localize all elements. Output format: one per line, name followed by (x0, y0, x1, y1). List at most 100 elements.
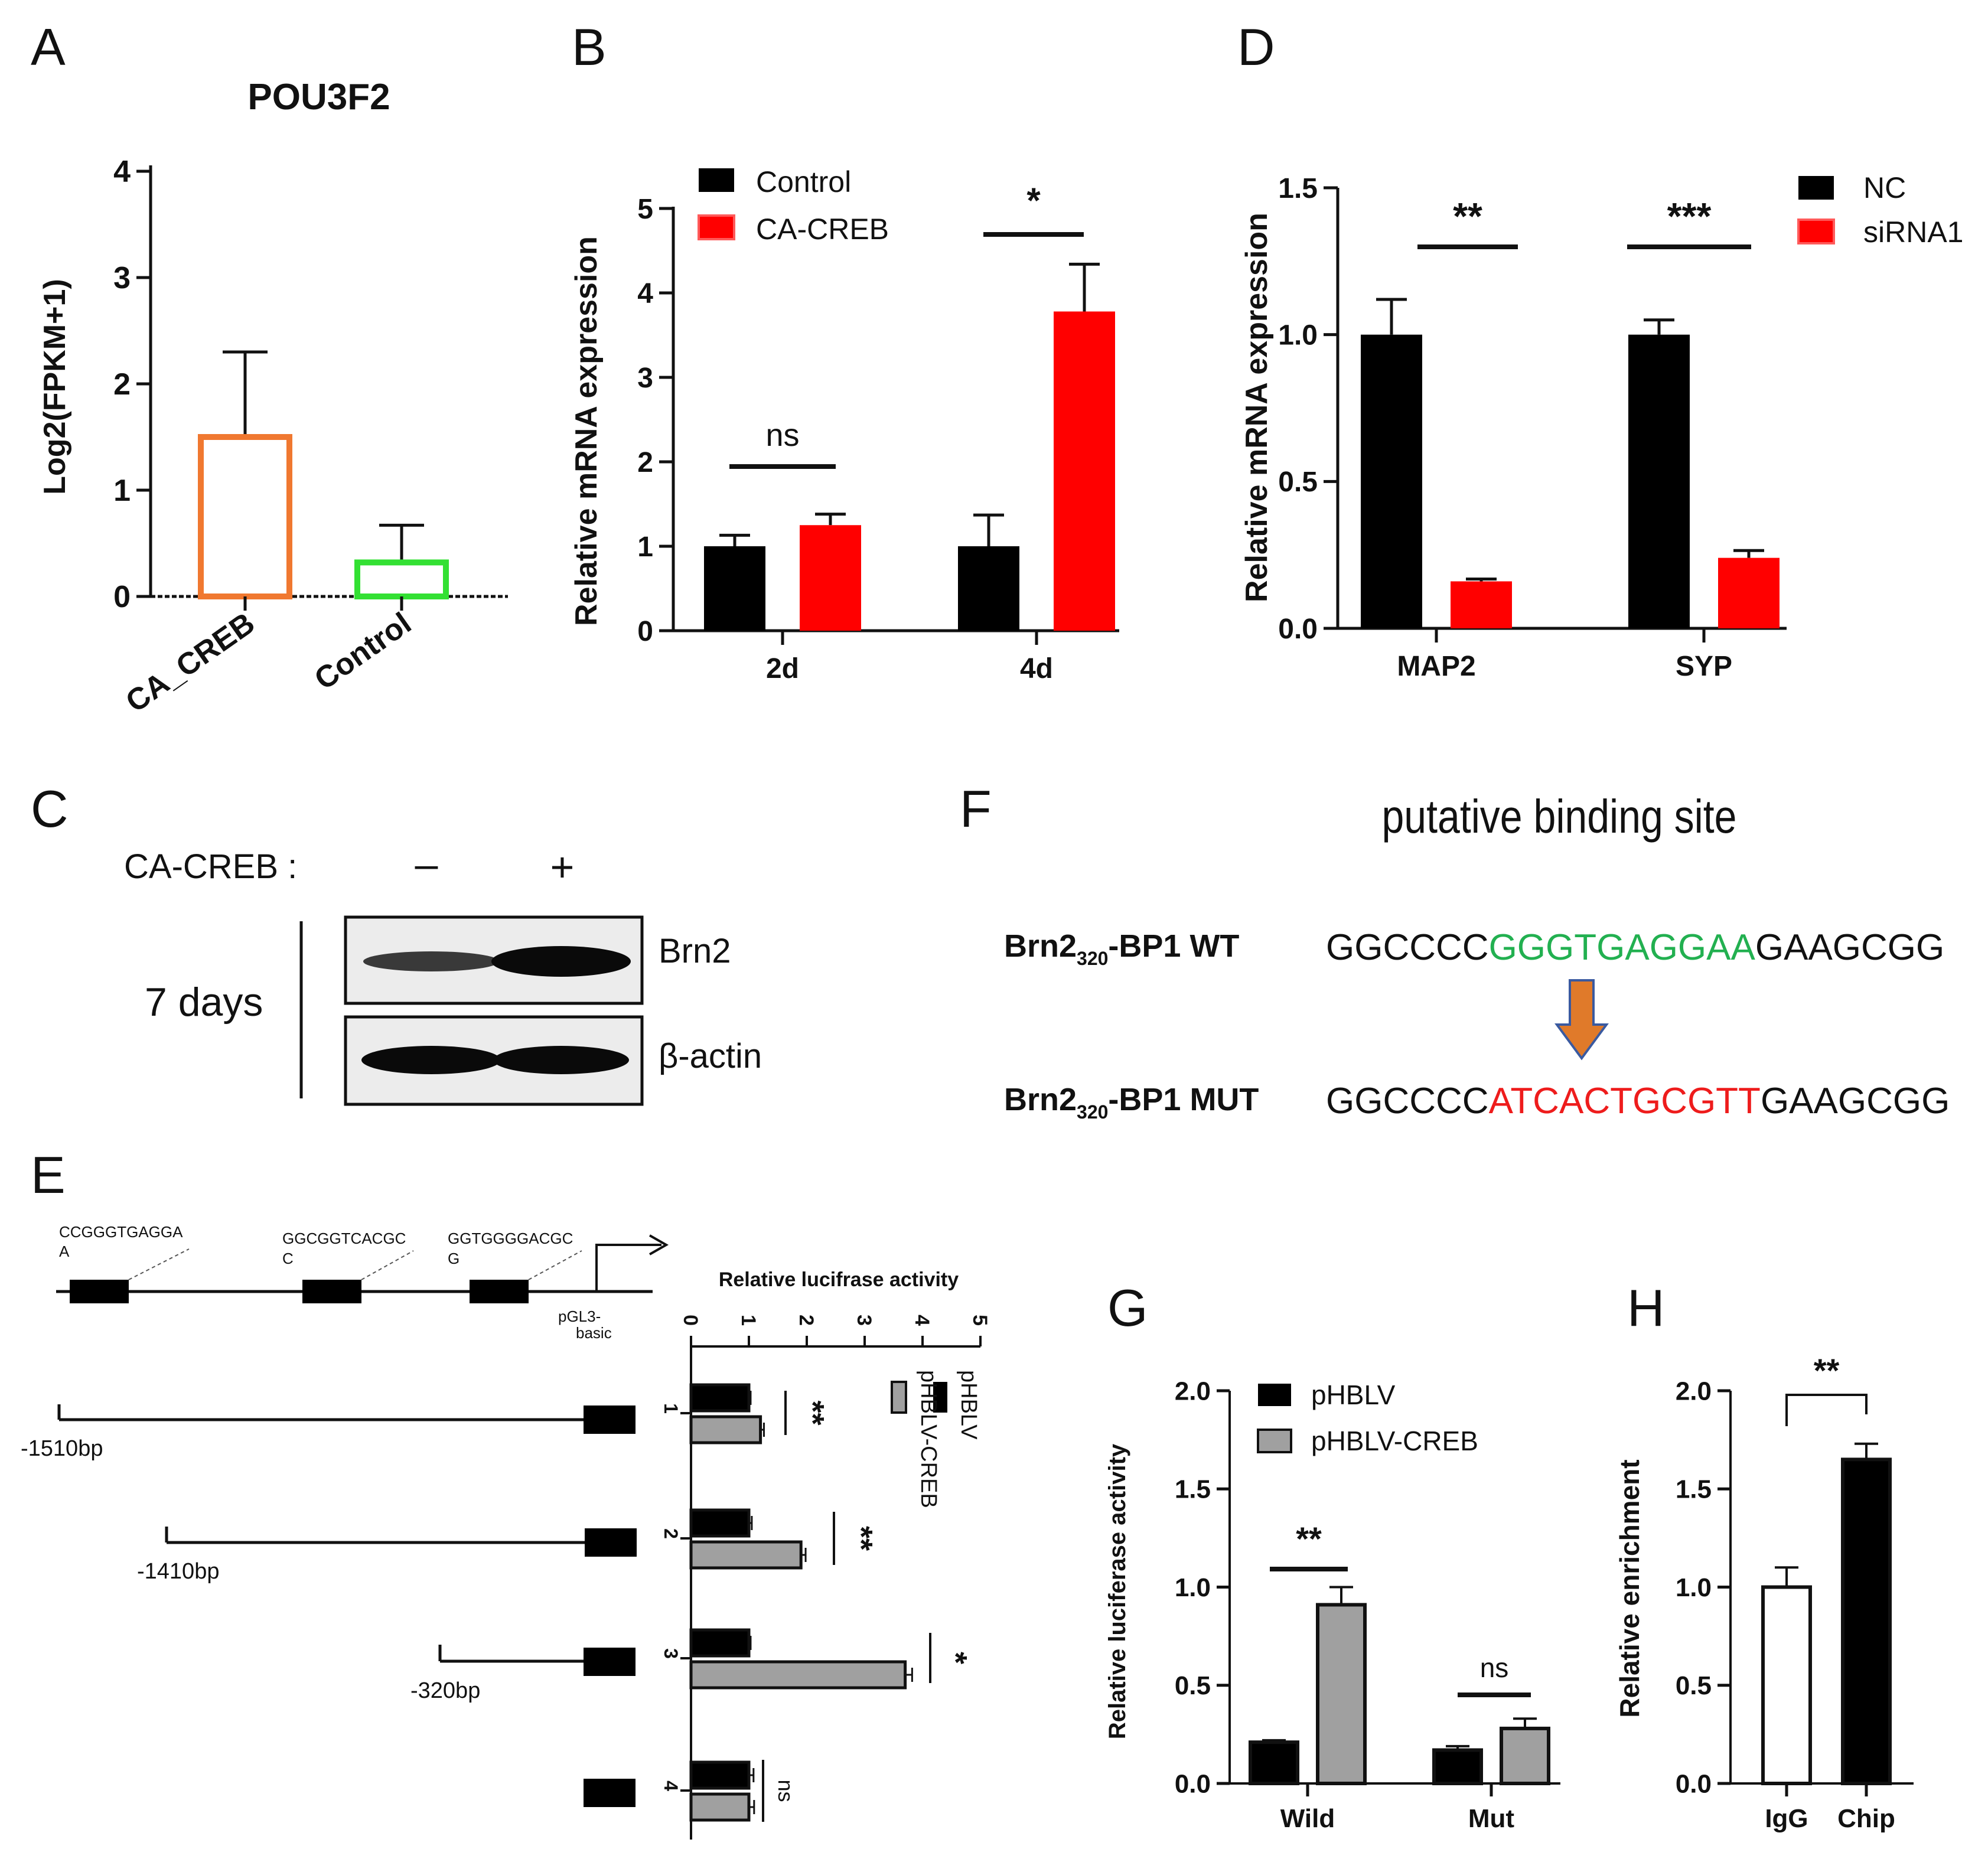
b-ytick-label-2: 2 (637, 447, 653, 478)
panel-c-western-blot: CA-CREB : – + 7 days Brn2 β-actin (124, 841, 762, 1106)
panel-letter-c: C (31, 780, 69, 838)
h-bar-1-0 (1841, 1457, 1892, 1785)
h-sig-label-0: ** (1814, 1352, 1840, 1389)
chart-b-ylabel: Relative mRNA expression (569, 236, 604, 626)
e-sig-label-3: ns (774, 1779, 798, 1802)
chart-e-legend-creb: pHBLV-CREB (916, 1370, 941, 1508)
binding-box-3 (470, 1280, 529, 1303)
binding-box-1 (70, 1280, 129, 1303)
panel-b-chart: Relative mRNA expression 0 1 2 3 4 5 2d 4d ns *… (569, 165, 1119, 684)
mut-construct-label: Brn2320-BP1 MUT (1004, 1082, 1259, 1123)
a-xtick-label-1: Control (308, 606, 418, 697)
chart-d-legend-swatch-nc (1798, 176, 1834, 200)
h-ytick-label-0: 0.0 (1676, 1769, 1712, 1798)
blot-treatment-label: CA-CREB : (124, 847, 297, 886)
e-xtick-label-1: 1 (737, 1315, 760, 1326)
site-seq-1: CCGGGTGAGGA (59, 1223, 183, 1241)
d-ytick-label-1: 0.5 (1278, 467, 1318, 498)
panel-a-chart: POU3F2 Log2(FPKM+1) 0 1 2 3 4 CA_CREB Control (38, 77, 508, 719)
chart-b-legend-swatch-control (699, 168, 734, 192)
h-xtick-label-0: IgG (1765, 1804, 1808, 1833)
h-ytick-label-2: 1.0 (1676, 1573, 1712, 1602)
h-ytick-label-1: 0.5 (1676, 1671, 1712, 1700)
e-bar-3-0 (689, 1760, 751, 1790)
g-ytick-label-0: 0.0 (1175, 1769, 1211, 1798)
chart-d-ylabel: Relative mRNA expression (1240, 213, 1274, 602)
mutation-arrow-icon (1554, 979, 1609, 1061)
b-xtick-label-1: 4d (1020, 653, 1053, 684)
e-sig-label-1: ** (843, 1526, 879, 1551)
binding-box-2 (302, 1280, 361, 1303)
d-bar-0-0 (1361, 334, 1422, 628)
d-xtick-label-0: MAP2 (1397, 651, 1475, 682)
chart-e-legend-swatch-phblv (933, 1382, 947, 1413)
chart-g-ylabel: Relative luciferase activity (1104, 1443, 1130, 1739)
panel-letter-g: G (1107, 1279, 1148, 1337)
callout-line-3 (528, 1250, 582, 1280)
panel-letter-e: E (31, 1146, 66, 1204)
panel-letter-b: B (572, 18, 607, 76)
e-ytick-label-0: 1 (660, 1403, 682, 1414)
construct-label-1: -1510bp (21, 1436, 103, 1461)
g-bar-0-1 (1316, 1603, 1367, 1786)
g-ytick-label-1: 0.5 (1175, 1671, 1211, 1700)
panel-f-binding-site: putative binding site Brn2320-BP1 WT Brn… (1004, 790, 1950, 1123)
panel-letter-h: H (1627, 1279, 1665, 1337)
e-bar-1-1 (689, 1540, 803, 1570)
b-ytick-label-3: 3 (637, 363, 653, 394)
site-sub-2: C (282, 1250, 294, 1267)
blot-label-actin: β-actin (659, 1037, 762, 1075)
chart-b-legend-swatch-cacreb (698, 214, 735, 240)
band-brn2-minus (363, 951, 499, 971)
chart-e-legend-swatch-creb (891, 1381, 907, 1414)
e-xtick-label-5: 5 (969, 1315, 991, 1326)
blot-time-label: 7 days (145, 980, 263, 1025)
b-bar-1-0 (958, 546, 1019, 631)
band-actin-minus (361, 1046, 501, 1074)
site-sub-1: A (59, 1243, 70, 1260)
wt-sequence: GGCCCCGGGTGAGGAAGAAGCGG (1326, 927, 1944, 968)
tss-arrow-head-icon (649, 1234, 669, 1256)
h-ytick-label-3: 1.5 (1676, 1475, 1712, 1504)
e-bar-2-0 (689, 1628, 751, 1658)
blot-plus: + (550, 844, 575, 890)
chart-g-legend-creb: pHBLV-CREB (1311, 1426, 1478, 1456)
b-ytick-label-4: 4 (637, 278, 653, 309)
site-seq-2: GGCGGTCACGC (282, 1230, 406, 1247)
construct-box-2 (585, 1528, 637, 1557)
e-bar-0-0 (689, 1383, 751, 1413)
chart-b-legend-cacreb: CA-CREB (756, 213, 889, 246)
e-xtick-label-0: 0 (679, 1315, 702, 1326)
b-ytick-label-1: 1 (637, 531, 653, 563)
a-ytick-label-2: 2 (113, 367, 131, 402)
b-ytick-label-0: 0 (637, 616, 653, 647)
mut-sequence: GGCCCCATCACTGCGTTGAAGCGG (1326, 1081, 1950, 1121)
panel-letter-f: F (960, 780, 992, 838)
d-bar-1-0 (1628, 334, 1690, 628)
d-ytick-label-2: 1.0 (1278, 319, 1318, 351)
blot-minus: – (415, 841, 438, 887)
g-sig-label-0: ** (1296, 1520, 1322, 1557)
panel-e-chart: Relative lucifrase activity 0 1 2 3 4 5 1 2 3 4 *… (660, 1268, 991, 1840)
panel-letter-a: A (31, 18, 66, 76)
g-bar-1-0 (1432, 1748, 1483, 1786)
e-sig-label-2: * (938, 1652, 973, 1664)
wt-construct-label: Brn2320-BP1 WT (1004, 928, 1239, 969)
construct-box-1 (584, 1405, 635, 1434)
panel-letter-d: D (1237, 18, 1275, 76)
a-bar-0-0 (198, 434, 292, 599)
panel-e-promoter-diagram: CCGGGTGAGGA A GGCGGTCACGC C GGTGGGGACGC … (21, 1223, 669, 1807)
g-xtick-label-1: Mut (1468, 1804, 1515, 1833)
h-ytick-label-4: 2.0 (1676, 1377, 1712, 1405)
h-xtick-label-1: Chip (1837, 1804, 1895, 1833)
d-ytick-label-3: 1.5 (1278, 173, 1318, 204)
e-sig-label-0: ** (795, 1400, 830, 1425)
e-bar-2-1 (689, 1660, 907, 1690)
h-bar-0-0 (1761, 1585, 1812, 1785)
site-seq-3: GGTGGGGACGC (448, 1230, 573, 1247)
chart-g-legend-swatch-creb (1257, 1429, 1292, 1453)
band-brn2-plus (491, 946, 631, 977)
e-xtick-label-3: 3 (853, 1315, 875, 1326)
a-bar-1-0 (354, 559, 449, 600)
